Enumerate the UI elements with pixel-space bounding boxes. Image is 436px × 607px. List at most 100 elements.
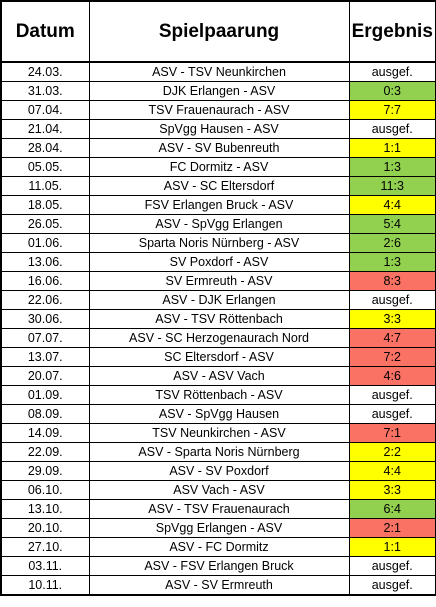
table-row: 21.04. SpVgg Hausen - ASV ausgef. <box>0 119 436 139</box>
table-row: 07.07. ASV - SC Herzogenaurach Nord 4:7 <box>0 328 436 348</box>
table-row: 29.09. ASV - SV Poxdorf 4:4 <box>0 461 436 481</box>
result-cell: 8:3 <box>348 271 436 291</box>
match-cell: TSV Neunkirchen - ASV <box>88 423 350 443</box>
date-cell: 28.04. <box>0 138 90 158</box>
date-cell: 13.07. <box>0 347 90 367</box>
match-cell: Sparta Noris Nürnberg - ASV <box>88 233 350 253</box>
match-cell: ASV - TSV Neunkirchen <box>88 61 350 82</box>
table-row: 01.09. TSV Röttenbach - ASV ausgef. <box>0 385 436 405</box>
match-cell: ASV Vach - ASV <box>88 480 350 500</box>
result-cell: 4:4 <box>348 195 436 215</box>
match-cell: ASV - FC Dormitz <box>88 537 350 557</box>
table-row: 07.04. TSV Frauenaurach - ASV 7:7 <box>0 100 436 120</box>
result-cell: 4:4 <box>348 461 436 481</box>
result-cell: 2:1 <box>348 518 436 538</box>
table-row: 05.05. FC Dormitz - ASV 1:3 <box>0 157 436 177</box>
result-cell: 1:3 <box>348 252 436 272</box>
schedule-body: 24.03. ASV - TSV Neunkirchen ausgef. 31.03.… <box>0 61 436 596</box>
match-cell: FSV Erlangen Bruck - ASV <box>88 195 350 215</box>
table-row: 10.11. ASV - SV Ermreuth ausgef. <box>0 575 436 596</box>
match-cell: ASV - SV Poxdorf <box>88 461 350 481</box>
date-cell: 29.09. <box>0 461 90 481</box>
result-cell: 1:3 <box>348 157 436 177</box>
table-row: 01.06. Sparta Noris Nürnberg - ASV 2:6 <box>0 233 436 253</box>
result-cell: 7:7 <box>348 100 436 120</box>
match-cell: SpVgg Erlangen - ASV <box>88 518 350 538</box>
match-cell: ASV - SV Ermreuth <box>88 575 350 596</box>
result-cell: 5:4 <box>348 214 436 234</box>
date-cell: 07.07. <box>0 328 90 348</box>
result-cell: ausgef. <box>348 61 436 82</box>
result-cell: ausgef. <box>348 404 436 424</box>
result-cell: 3:3 <box>348 309 436 329</box>
match-cell: ASV - Sparta Noris Nürnberg <box>88 442 350 462</box>
result-cell: 6:4 <box>348 499 436 519</box>
date-cell: 10.11. <box>0 575 90 596</box>
table-row: 26.05. ASV - SpVgg Erlangen 5:4 <box>0 214 436 234</box>
date-cell: 31.03. <box>0 81 90 101</box>
table-row: 22.09. ASV - Sparta Noris Nürnberg 2:2 <box>0 442 436 462</box>
result-cell: 3:3 <box>348 480 436 500</box>
match-cell: ASV - SC Herzogenaurach Nord <box>88 328 350 348</box>
table-row: 30.06. ASV - TSV Röttenbach 3:3 <box>0 309 436 329</box>
result-cell: 7:2 <box>348 347 436 367</box>
match-cell: ASV - ASV Vach <box>88 366 350 386</box>
match-cell: ASV - SC Eltersdorf <box>88 176 350 196</box>
header-date: Datum <box>0 0 90 63</box>
date-cell: 05.05. <box>0 157 90 177</box>
match-cell: ASV - TSV Röttenbach <box>88 309 350 329</box>
result-cell: 4:6 <box>348 366 436 386</box>
date-cell: 24.03. <box>0 61 90 82</box>
date-cell: 01.09. <box>0 385 90 405</box>
date-cell: 20.07. <box>0 366 90 386</box>
date-cell: 26.05. <box>0 214 90 234</box>
date-cell: 14.09. <box>0 423 90 443</box>
date-cell: 16.06. <box>0 271 90 291</box>
match-cell: ASV - FSV Erlangen Bruck <box>88 556 350 576</box>
date-cell: 11.05. <box>0 176 90 196</box>
result-cell: 2:6 <box>348 233 436 253</box>
result-cell: 1:1 <box>348 537 436 557</box>
date-cell: 01.06. <box>0 233 90 253</box>
result-cell: 11:3 <box>348 176 436 196</box>
table-row: 18.05. FSV Erlangen Bruck - ASV 4:4 <box>0 195 436 215</box>
match-cell: FC Dormitz - ASV <box>88 157 350 177</box>
match-cell: DJK Erlangen - ASV <box>88 81 350 101</box>
table-row: 06.10. ASV Vach - ASV 3:3 <box>0 480 436 500</box>
date-cell: 13.10. <box>0 499 90 519</box>
date-cell: 08.09. <box>0 404 90 424</box>
result-cell: 2:2 <box>348 442 436 462</box>
table-row: 13.07. SC Eltersdorf - ASV 7:2 <box>0 347 436 367</box>
table-row: 28.04. ASV - SV Bubenreuth 1:1 <box>0 138 436 158</box>
table-row: 20.10. SpVgg Erlangen - ASV 2:1 <box>0 518 436 538</box>
match-cell: ASV - TSV Frauenaurach <box>88 499 350 519</box>
date-cell: 27.10. <box>0 537 90 557</box>
table-row: 13.10. ASV - TSV Frauenaurach 6:4 <box>0 499 436 519</box>
date-cell: 21.04. <box>0 119 90 139</box>
date-cell: 13.06. <box>0 252 90 272</box>
result-cell: 0:3 <box>348 81 436 101</box>
table-row: 14.09. TSV Neunkirchen - ASV 7:1 <box>0 423 436 443</box>
table-row: 31.03. DJK Erlangen - ASV 0:3 <box>0 81 436 101</box>
table-row: 03.11. ASV - FSV Erlangen Bruck ausgef. <box>0 556 436 576</box>
table-row: 16.06. SV Ermreuth - ASV 8:3 <box>0 271 436 291</box>
result-cell: ausgef. <box>348 290 436 310</box>
header-match: Spielpaarung <box>88 0 350 63</box>
table-row: 24.03. ASV - TSV Neunkirchen ausgef. <box>0 61 436 82</box>
match-cell: TSV Frauenaurach - ASV <box>88 100 350 120</box>
date-cell: 06.10. <box>0 480 90 500</box>
header-row: Datum Spielpaarung Ergebnis <box>0 0 436 63</box>
result-cell: 4:7 <box>348 328 436 348</box>
table-row: 08.09. ASV - SpVgg Hausen ausgef. <box>0 404 436 424</box>
date-cell: 18.05. <box>0 195 90 215</box>
date-cell: 30.06. <box>0 309 90 329</box>
match-cell: ASV - SV Bubenreuth <box>88 138 350 158</box>
match-cell: TSV Röttenbach - ASV <box>88 385 350 405</box>
table-row: 27.10. ASV - FC Dormitz 1:1 <box>0 537 436 557</box>
match-cell: ASV - DJK Erlangen <box>88 290 350 310</box>
date-cell: 22.09. <box>0 442 90 462</box>
match-cell: SC Eltersdorf - ASV <box>88 347 350 367</box>
result-cell: ausgef. <box>348 119 436 139</box>
match-cell: SV Poxdorf - ASV <box>88 252 350 272</box>
